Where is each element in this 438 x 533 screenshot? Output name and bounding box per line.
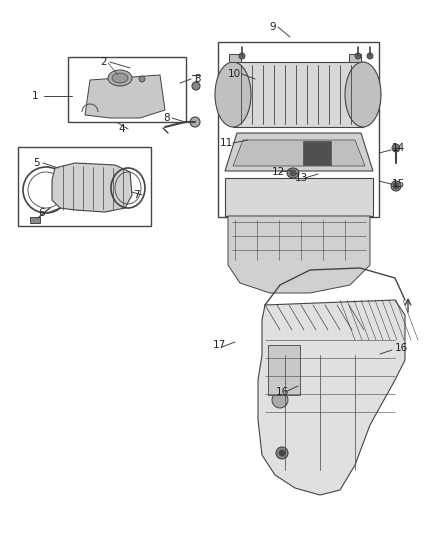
Ellipse shape bbox=[112, 73, 128, 83]
Text: 16: 16 bbox=[395, 343, 408, 353]
Bar bbox=[268, 345, 300, 395]
Text: 5: 5 bbox=[33, 158, 39, 168]
Text: 9: 9 bbox=[269, 22, 276, 32]
Bar bbox=[349, 54, 361, 62]
Text: 14: 14 bbox=[392, 143, 405, 153]
Text: 3: 3 bbox=[194, 74, 201, 84]
Ellipse shape bbox=[239, 53, 245, 59]
Ellipse shape bbox=[108, 70, 132, 86]
Text: 1: 1 bbox=[32, 91, 39, 101]
Polygon shape bbox=[228, 216, 370, 293]
Bar bbox=[233, 62, 363, 127]
Polygon shape bbox=[85, 75, 165, 118]
Polygon shape bbox=[225, 133, 373, 171]
Text: 8: 8 bbox=[163, 113, 170, 123]
Text: 10: 10 bbox=[228, 69, 241, 79]
Text: 4: 4 bbox=[118, 124, 125, 134]
Text: 15: 15 bbox=[392, 179, 405, 189]
Bar bbox=[225, 178, 373, 216]
Ellipse shape bbox=[215, 62, 251, 127]
Text: 12: 12 bbox=[272, 167, 285, 177]
Ellipse shape bbox=[272, 392, 288, 408]
Ellipse shape bbox=[345, 62, 381, 127]
Ellipse shape bbox=[391, 181, 401, 191]
Text: 13: 13 bbox=[295, 173, 308, 183]
Polygon shape bbox=[233, 140, 365, 166]
Polygon shape bbox=[258, 300, 405, 495]
Ellipse shape bbox=[355, 53, 361, 59]
Ellipse shape bbox=[367, 53, 373, 59]
Ellipse shape bbox=[139, 76, 145, 82]
Ellipse shape bbox=[190, 117, 200, 127]
Ellipse shape bbox=[290, 170, 296, 176]
Ellipse shape bbox=[192, 82, 200, 90]
Text: 6: 6 bbox=[38, 208, 45, 218]
Bar bbox=[218, 42, 379, 217]
Text: 17: 17 bbox=[213, 340, 226, 350]
Bar bbox=[303, 141, 331, 165]
Text: 7: 7 bbox=[133, 190, 140, 200]
Ellipse shape bbox=[279, 450, 285, 456]
Ellipse shape bbox=[276, 447, 288, 459]
Ellipse shape bbox=[392, 144, 400, 152]
Bar bbox=[229, 54, 241, 62]
Text: 16: 16 bbox=[276, 387, 289, 397]
Text: 2: 2 bbox=[100, 57, 106, 67]
Bar bbox=[18, 147, 151, 226]
Bar bbox=[68, 57, 186, 122]
Text: 11: 11 bbox=[220, 138, 233, 148]
Polygon shape bbox=[52, 163, 132, 212]
Ellipse shape bbox=[287, 168, 299, 178]
Bar bbox=[30, 217, 40, 223]
Ellipse shape bbox=[393, 183, 399, 189]
